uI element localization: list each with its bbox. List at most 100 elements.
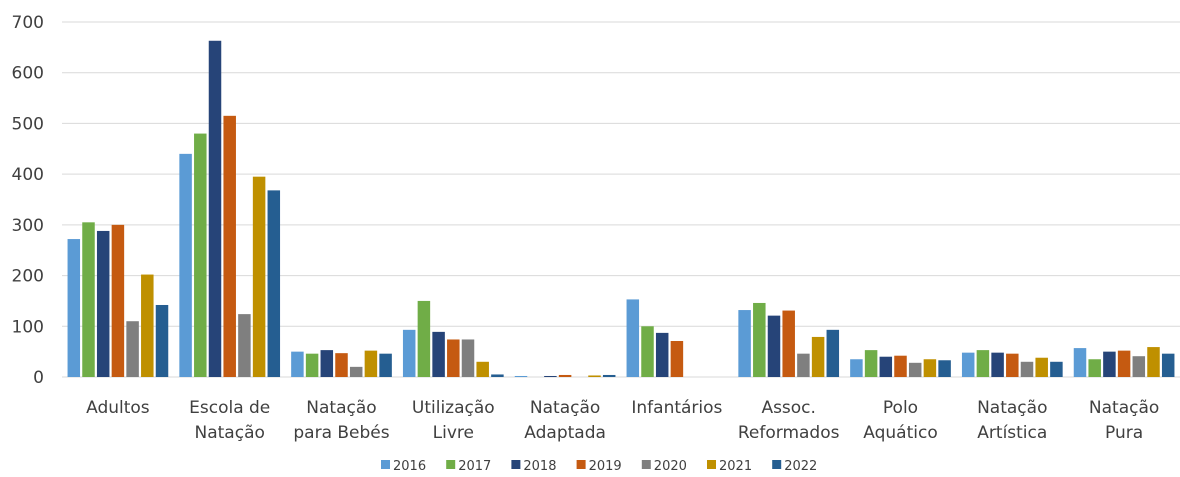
bar-2019 — [894, 355, 907, 377]
bar-2017 — [1088, 359, 1101, 377]
bar-2022 — [1161, 353, 1175, 377]
bar-2019 — [670, 340, 684, 377]
bar-2017 — [641, 326, 654, 377]
y-axis-tick-labels: 0 100 200 300 400 500 600 700 — [12, 13, 44, 388]
bar-2018 — [96, 230, 110, 377]
legend-swatch-2016 — [381, 460, 390, 469]
legend-label-2016: 2016 — [393, 459, 426, 474]
x-category-label-line: para Bebés — [293, 423, 389, 443]
legend-label-2019: 2019 — [589, 459, 622, 474]
legend-swatch-2018 — [511, 460, 521, 469]
bar-2019 — [558, 374, 572, 377]
x-category-label-line: Natação — [306, 398, 376, 418]
y-tick-label: 400 — [12, 165, 44, 185]
x-category-label-line: Adaptada — [524, 423, 606, 443]
x-category-label-line: Assoc. — [761, 398, 816, 418]
bar-2021 — [252, 176, 266, 377]
bars — [67, 40, 1175, 378]
legend-label-2020: 2020 — [654, 459, 687, 474]
x-category-label-line: Pura — [1105, 423, 1143, 443]
bar-2016 — [514, 375, 528, 377]
bar-2021 — [476, 361, 489, 377]
legend-label-2018: 2018 — [523, 459, 556, 474]
bar-2016 — [179, 153, 192, 377]
bar-2018 — [655, 332, 669, 377]
x-category-label: Natação para Bebés — [293, 398, 389, 443]
x-category-label-line: Natação — [530, 398, 600, 418]
bar-2017 — [194, 133, 207, 377]
legend-label-2021: 2021 — [719, 459, 752, 474]
bar-2017 — [417, 300, 431, 377]
bar-2016 — [850, 359, 863, 377]
x-category-label: Utilização Livre — [412, 398, 495, 443]
bar-2016 — [961, 352, 975, 377]
x-category-label-line: Artística — [977, 423, 1047, 443]
bar-2016 — [1073, 348, 1087, 377]
x-category-label: Adultos — [86, 398, 150, 418]
bar-2018 — [1103, 351, 1116, 377]
bar-2017 — [864, 350, 878, 377]
bar-2019 — [335, 353, 348, 377]
x-category-label: Natação Pura — [1089, 398, 1159, 443]
bar-2021 — [1147, 347, 1160, 377]
legend-swatch-2021 — [707, 460, 716, 469]
x-category-label-line: Utilização — [412, 398, 495, 418]
bar-2020 — [908, 362, 922, 377]
bar-2022 — [1050, 361, 1063, 377]
bar-2020 — [797, 353, 810, 377]
legend-swatch-2019 — [576, 460, 586, 469]
bar-2018 — [544, 375, 557, 377]
x-category-label-line: Natação — [195, 423, 265, 443]
y-tick-label: 600 — [12, 64, 44, 84]
bar-2022 — [267, 190, 281, 377]
x-axis-category-labels: Adultos Escola de Natação Natação para Bebés… — [86, 398, 1159, 443]
bar-2018 — [879, 356, 893, 377]
legend: 2016 2017 2018 2019 2020 2021 2022 — [381, 459, 817, 474]
y-tick-label: 200 — [12, 267, 44, 287]
bar-2022 — [379, 353, 392, 377]
bar-2017 — [305, 353, 319, 377]
bar-2018 — [432, 331, 445, 377]
bar-2019 — [111, 224, 125, 377]
x-category-label: Natação Artística — [977, 398, 1047, 443]
bar-2016 — [291, 351, 304, 377]
bar-2022 — [155, 304, 169, 377]
legend-swatch-2022 — [772, 460, 782, 469]
y-tick-label: 300 — [12, 216, 44, 236]
bar-2018 — [767, 315, 781, 377]
bar-2022 — [826, 329, 840, 377]
x-category-label-line: Reformados — [738, 423, 840, 443]
bar-2016 — [67, 239, 81, 377]
bar-2022 — [938, 360, 951, 377]
legend-swatch-2017 — [446, 460, 456, 469]
bar-2022 — [491, 374, 504, 377]
bar-2021 — [923, 359, 937, 377]
x-category-label: Infantários — [631, 398, 722, 418]
x-category-label-line: Infantários — [631, 398, 722, 418]
y-tick-label: 500 — [12, 114, 44, 134]
bar-2019 — [447, 339, 460, 377]
legend-label-2017: 2017 — [458, 459, 491, 474]
x-category-label-line: Escola de — [189, 398, 270, 418]
y-tick-label: 100 — [12, 317, 44, 337]
x-category-label-line: Livre — [433, 423, 474, 443]
bar-2018 — [208, 40, 222, 378]
legend-swatch-2020 — [641, 460, 651, 469]
bar-2020 — [349, 366, 363, 377]
bar-2016 — [402, 329, 416, 377]
bar-2020 — [126, 321, 139, 377]
x-category-label-line: Adultos — [86, 398, 150, 418]
bar-2019 — [782, 310, 795, 377]
bar-2019 — [1006, 353, 1019, 377]
bar-2017 — [753, 302, 766, 377]
bar-2021 — [588, 375, 601, 377]
bar-2017 — [82, 222, 95, 377]
bar-2016 — [626, 299, 640, 377]
x-category-label: Escola de Natação — [189, 398, 270, 443]
bar-2021 — [141, 274, 154, 377]
x-category-label-line: Aquático — [863, 423, 937, 443]
bar-2020 — [1020, 361, 1034, 377]
bar-2019 — [223, 115, 236, 378]
bar-2016 — [738, 310, 751, 377]
